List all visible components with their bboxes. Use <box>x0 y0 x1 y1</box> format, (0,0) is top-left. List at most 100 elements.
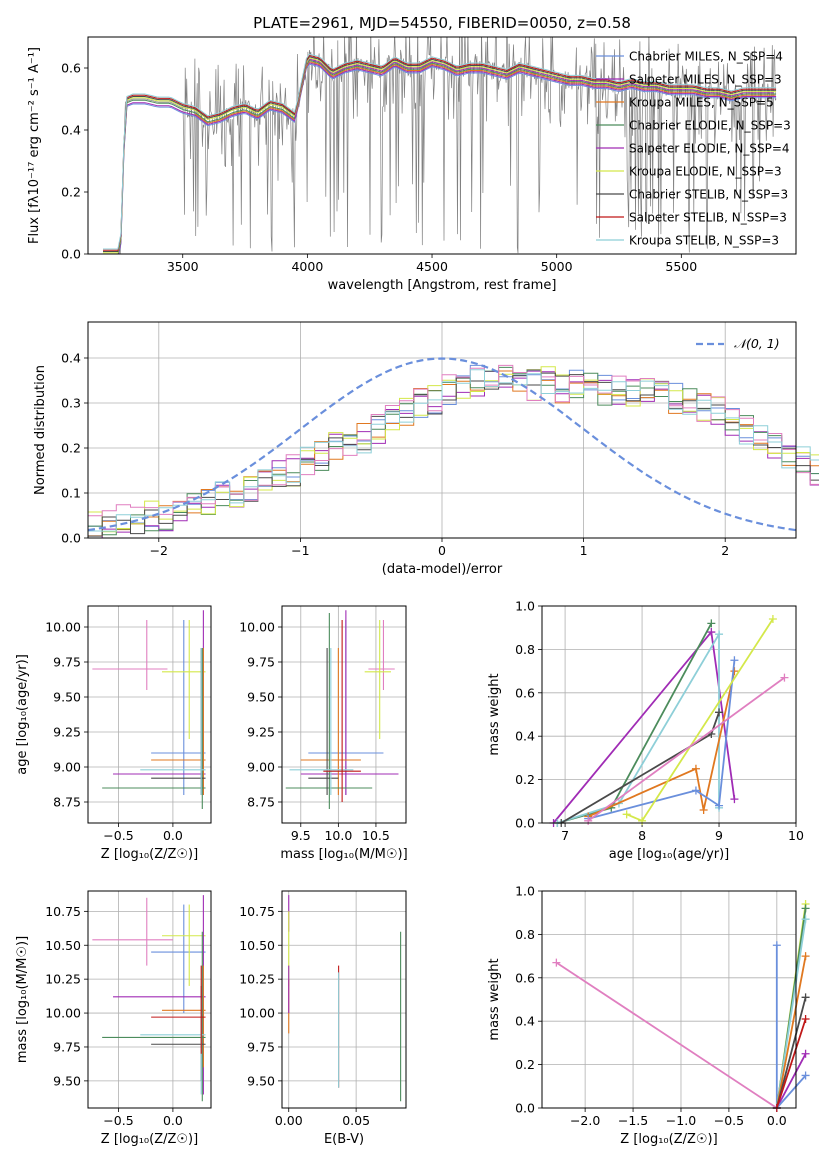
histogram-series <box>88 366 819 533</box>
axes-frame <box>281 605 407 824</box>
weight-marker <box>622 810 631 819</box>
residuals-chart: −2 −1 0 1 2 0.0 0.1 0.2 0.3 0.4 (data-model)/error… <box>33 321 819 577</box>
model-spectrum-line <box>118 63 777 254</box>
y-tick-label: 9.25 <box>53 725 81 740</box>
weight-marker <box>768 615 777 624</box>
y-tick-label: 9.75 <box>53 655 81 670</box>
x-tick-label: 3500 <box>167 259 199 274</box>
model-spectrum-line <box>103 57 777 254</box>
weight-series-line <box>775 955 807 1109</box>
y-tick-label: 9.75 <box>53 1039 81 1054</box>
histogram-series <box>88 372 819 537</box>
x-axis-label: (data-model)/error <box>382 562 503 577</box>
weight-series-line <box>587 670 736 818</box>
y-tick-label: 0.3 <box>61 396 81 411</box>
x-tick-label: 10 <box>788 828 804 843</box>
y-tick-label: 9.50 <box>247 1073 275 1088</box>
x-tick-label: 0 <box>438 543 446 558</box>
weight-series-line <box>775 919 807 1109</box>
x-tick-label: −0.5 <box>103 828 133 843</box>
x-tick-label: 10.0 <box>324 828 352 843</box>
y-tick-label: 0.2 <box>61 185 81 200</box>
axes-frame <box>281 890 407 1109</box>
axes-frame <box>541 605 797 824</box>
x-tick-label: −0.5 <box>714 1113 744 1128</box>
weight-marker <box>801 904 810 913</box>
weight-marker <box>801 993 810 1002</box>
y-tick-label: 9.75 <box>247 1039 275 1054</box>
y-tick-label: 0.6 <box>61 61 81 76</box>
weight-marker <box>691 764 700 773</box>
y-axis-label: mass weight <box>487 958 502 1040</box>
model-spectrum-line <box>103 54 777 251</box>
x-tick-label: −0.5 <box>103 1113 133 1128</box>
weight-series-line <box>775 1018 807 1109</box>
y-tick-label: 0.4 <box>61 351 81 366</box>
plot-area <box>288 895 402 1102</box>
spectrum-chart: 3500 4000 4500 5000 5500 0.0 0.2 0.4 0.6 waveleng… <box>27 36 797 293</box>
model-spectrum-line <box>117 59 777 254</box>
y-tick-label: 1.0 <box>515 599 535 614</box>
y-tick-label: 10.75 <box>239 904 275 919</box>
weight-marker <box>801 1049 810 1058</box>
age_vs_Z-chart: −0.5 0.0 8.75 9.00 9.25 9.50 9.75 10.00 Z [log₁₀… <box>15 605 212 862</box>
legend-label: 𝒩(0, 1) <box>734 336 780 351</box>
y-tick-label: 0.6 <box>515 685 535 700</box>
y-tick-label: 9.25 <box>247 725 275 740</box>
legend-label: Kroupa ELODIE, N_SSP=3 <box>629 165 782 179</box>
y-tick-label: 0.8 <box>515 642 535 657</box>
weight-series-line <box>587 676 786 822</box>
y-tick-label: 0.6 <box>515 970 535 985</box>
y-tick-label: 9.50 <box>247 690 275 705</box>
legend-label: Chabrier STELIB, N_SSP=3 <box>629 188 788 202</box>
x-axis-label: E(B-V) <box>324 1132 364 1147</box>
weight-series-line <box>775 997 807 1109</box>
y-tick-label: 9.50 <box>53 690 81 705</box>
y-tick-label: 1.0 <box>515 884 535 899</box>
weight_vs_Z-chart: −2.0 −1.5 −1.0 −0.5 0.0 0.0 0.2 0.4 0.6 0.8 1.0 Z [… <box>487 884 810 1147</box>
x-tick-label: 0.0 <box>163 1113 183 1128</box>
x-tick-label: 1 <box>580 543 588 558</box>
x-tick-label: −2 <box>150 543 168 558</box>
y-tick-label: 0.4 <box>515 729 535 744</box>
model-spectrum-line <box>194 61 776 124</box>
plot-area <box>549 615 789 827</box>
legend-label: Salpeter ELODIE, N_SSP=4 <box>629 142 790 156</box>
weight-marker <box>801 952 810 961</box>
weight-marker <box>715 708 724 717</box>
y-tick-label: 8.75 <box>247 795 275 810</box>
x-tick-label: 0.05 <box>342 1113 370 1128</box>
x-tick-label: 7 <box>561 828 569 843</box>
y-tick-label: 10.50 <box>239 938 275 953</box>
weight-series-line <box>776 1074 807 1109</box>
weight-marker <box>552 958 561 967</box>
axes-frame <box>87 321 797 539</box>
x-axis-label: wavelength [Angstrom, rest frame] <box>328 278 557 293</box>
y-tick-label: 9.50 <box>53 1073 81 1088</box>
plot-area <box>552 900 810 1112</box>
weight-marker <box>730 795 739 804</box>
histogram-series <box>88 364 819 531</box>
x-tick-label: −1 <box>291 543 309 558</box>
model-spectrum-line <box>103 53 777 250</box>
y-tick-label: 0.4 <box>515 1014 535 1029</box>
x-tick-label: −2.0 <box>570 1113 600 1128</box>
plot-area <box>92 610 206 809</box>
y-axis-label: Normed distribution <box>33 365 48 495</box>
legend-label: Kroupa MILES, N_SSP=5 <box>629 96 774 110</box>
plot-area <box>92 895 206 1102</box>
y-tick-label: 9.00 <box>53 760 81 775</box>
x-tick-label: 0.00 <box>275 1113 303 1128</box>
figure-title: PLATE=2961, MJD=54550, FIBERID=0050, z=0… <box>253 14 631 32</box>
x-tick-label: 4000 <box>291 259 323 274</box>
weight-marker <box>691 786 700 795</box>
x-tick-label: 9.5 <box>291 828 311 843</box>
weight-series-line <box>587 660 736 820</box>
weight-marker <box>730 656 739 665</box>
y-tick-label: 10.00 <box>239 620 275 635</box>
weight-marker <box>707 628 716 637</box>
axes-frame <box>87 890 212 1109</box>
x-axis-label: Z [log₁₀(Z/Z☉)] <box>620 1132 717 1147</box>
weight-marker <box>715 801 724 810</box>
legend-label: Kroupa STELIB, N_SSP=3 <box>629 234 779 248</box>
